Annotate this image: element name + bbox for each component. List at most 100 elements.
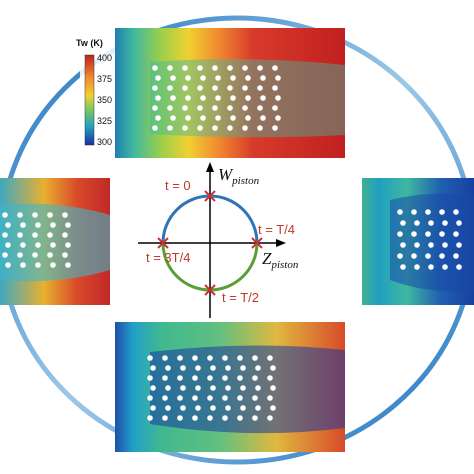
cylinder [47, 232, 53, 238]
colorbar-tick-label: 300 [97, 137, 112, 147]
colorbar-tick-label: 375 [97, 74, 112, 84]
cylinder [2, 232, 8, 238]
cylinder [17, 232, 23, 238]
cylinder [222, 355, 228, 361]
cylinder [210, 365, 216, 371]
phase-label: t = T/2 [222, 290, 259, 305]
cylinder [180, 405, 186, 411]
cylinder [167, 65, 173, 71]
plume-left [0, 203, 110, 282]
cylinder [147, 375, 153, 381]
cylinder [257, 85, 263, 91]
cylinder [222, 395, 228, 401]
cylinder [2, 252, 8, 258]
cylinder [152, 125, 158, 131]
cylinder [275, 115, 281, 121]
cylinder [162, 375, 168, 381]
cylinder [237, 375, 243, 381]
cylinder [237, 415, 243, 421]
cylinder [428, 264, 434, 270]
panels [0, 28, 474, 452]
cylinder [165, 405, 171, 411]
cylinder [152, 105, 158, 111]
cylinder [257, 125, 263, 131]
cylinder [152, 85, 158, 91]
phase-diagram: Wpiston Zpiston t = 0 t = T/4 t = T/2 t … [138, 162, 299, 318]
cylinder [414, 242, 420, 248]
cylinder [242, 65, 248, 71]
cylinder [400, 264, 406, 270]
cylinder [225, 385, 231, 391]
cylinder [35, 222, 41, 228]
cylinder [442, 242, 448, 248]
cylinder [200, 115, 206, 121]
cylinder [20, 242, 26, 248]
cylinder [162, 415, 168, 421]
cylinder [275, 75, 281, 81]
cylinder [212, 85, 218, 91]
cylinder [252, 355, 258, 361]
cylinder [453, 209, 459, 215]
cylinder [195, 385, 201, 391]
cylinder [272, 65, 278, 71]
z-arrow [276, 239, 286, 247]
cylinder [240, 405, 246, 411]
cylinder [442, 264, 448, 270]
cylinder [170, 95, 176, 101]
cylinder [240, 365, 246, 371]
cylinder [210, 405, 216, 411]
cylinder [32, 232, 38, 238]
cylinder [252, 375, 258, 381]
phase-markers [157, 190, 263, 296]
contour-top [115, 28, 345, 158]
cylinder [260, 115, 266, 121]
cylinder [257, 65, 263, 71]
cylinder [270, 405, 276, 411]
cylinder [162, 355, 168, 361]
cylinder [35, 242, 41, 248]
cylinder [227, 125, 233, 131]
cylinder [212, 65, 218, 71]
cylinder [50, 222, 56, 228]
phase-label: t = 0 [165, 178, 191, 193]
cylinder [62, 252, 68, 258]
cylinder [237, 395, 243, 401]
cylinder [65, 222, 71, 228]
phase-label: t = 3T/4 [146, 250, 190, 265]
phase-label: t = T/4 [258, 222, 295, 237]
cylinder [270, 385, 276, 391]
cylinder [230, 75, 236, 81]
cylinder [242, 105, 248, 111]
colorbar-tick-label: 350 [97, 95, 112, 105]
cylinder [212, 125, 218, 131]
cylinder [167, 125, 173, 131]
cylinder [167, 85, 173, 91]
cylinder [453, 253, 459, 259]
cylinder [397, 209, 403, 215]
cylinder [272, 85, 278, 91]
cylinder [260, 95, 266, 101]
cylinder [456, 264, 462, 270]
cylinder [65, 242, 71, 248]
cylinder [215, 75, 221, 81]
colorbar-tick-label: 400 [97, 53, 112, 63]
cylinder [182, 105, 188, 111]
cylinder [162, 395, 168, 401]
cylinder [5, 262, 11, 268]
cylinder [215, 115, 221, 121]
cylinder [147, 395, 153, 401]
cylinder [425, 209, 431, 215]
cylinder [177, 375, 183, 381]
cylinder [255, 405, 261, 411]
cylinder [456, 242, 462, 248]
cylinder [225, 365, 231, 371]
cylinder [400, 242, 406, 248]
cylinder [260, 75, 266, 81]
cylinder [177, 395, 183, 401]
z-main: Z [262, 249, 272, 268]
cylinder [5, 222, 11, 228]
cylinder [267, 395, 273, 401]
cylinder [414, 264, 420, 270]
cylinder [200, 95, 206, 101]
cylinder [411, 209, 417, 215]
